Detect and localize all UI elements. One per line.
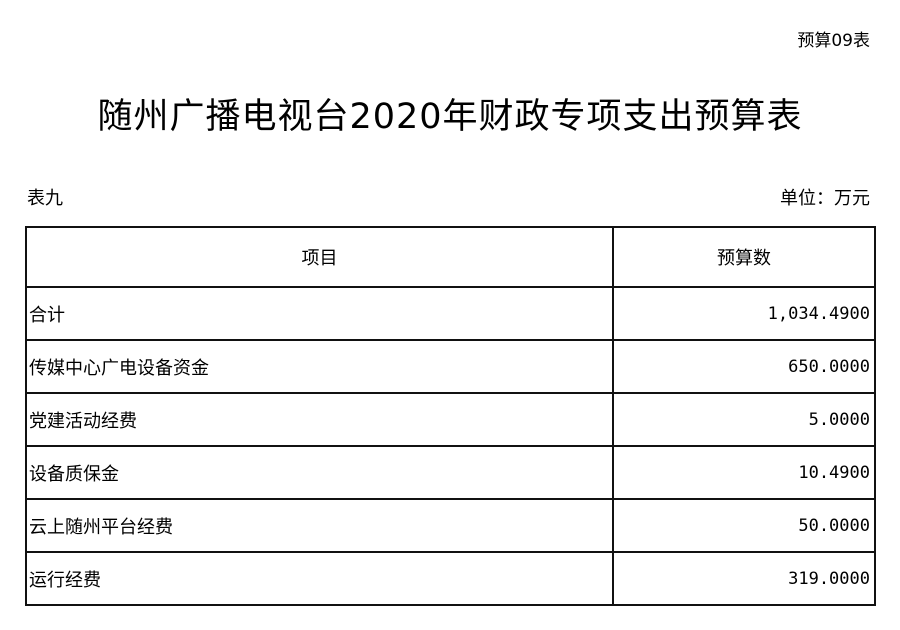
item-name: 传媒中心广电设备资金	[25, 339, 614, 394]
budget-value: 319.0000	[612, 551, 876, 606]
item-name: 合计	[25, 286, 614, 341]
budget-value: 50.0000	[612, 498, 876, 553]
table-code: 预算09表	[797, 31, 870, 51]
table-header-row: 项目 预算数	[25, 226, 876, 288]
budget-table: 项目 预算数 合计 1,034.4900 传媒中心广电设备资金 650.0000 党建活…	[25, 226, 876, 606]
column-header-budget: 预算数	[612, 226, 876, 288]
budget-value: 650.0000	[612, 339, 876, 394]
table-row: 党建活动经费 5.0000	[25, 392, 876, 447]
budget-value: 5.0000	[612, 392, 876, 447]
table-row: 设备质保金 10.4900	[25, 445, 876, 500]
table-row: 传媒中心广电设备资金 650.0000	[25, 339, 876, 394]
item-name: 运行经费	[25, 551, 614, 606]
table-number: 表九	[27, 188, 63, 209]
budget-value: 10.4900	[612, 445, 876, 500]
table-row: 合计 1,034.4900	[25, 286, 876, 341]
column-header-item: 项目	[25, 226, 614, 288]
unit-label: 单位：万元	[780, 188, 870, 209]
table-row: 运行经费 319.0000	[25, 551, 876, 606]
table-row: 云上随州平台经费 50.0000	[25, 498, 876, 553]
item-name: 设备质保金	[25, 445, 614, 500]
item-name: 党建活动经费	[25, 392, 614, 447]
budget-value: 1,034.4900	[612, 286, 876, 341]
page-title: 随州广播电视台2020年财政专项支出预算表	[97, 97, 803, 137]
item-name: 云上随州平台经费	[25, 498, 614, 553]
